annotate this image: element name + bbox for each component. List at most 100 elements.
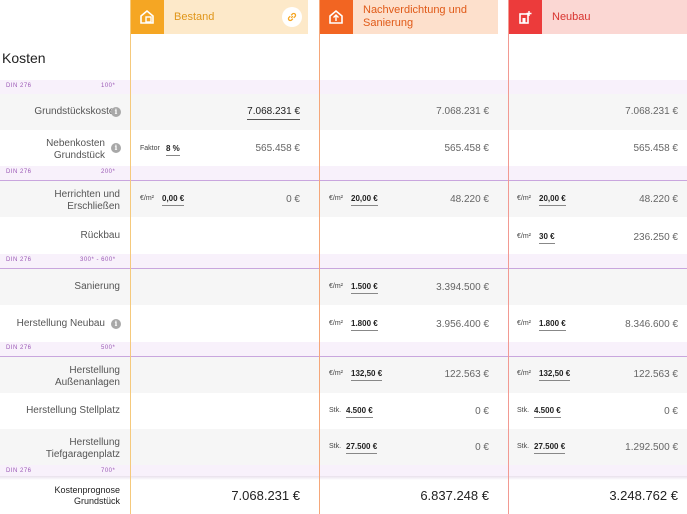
din-code: 300* - 600* [80, 257, 116, 263]
column-title: Nachverdichtung und Sanierung [363, 4, 467, 29]
total-nachverdichtung: 6.837.248 € [420, 488, 489, 503]
unit-label: €/m² [517, 320, 531, 327]
din-label: DIN 276 [6, 257, 32, 263]
table-row [0, 429, 687, 465]
total-neubau: 3.248.762 € [609, 488, 678, 503]
value-neubau: 48.220 € [639, 194, 678, 205]
unit-label: €/m² [517, 370, 531, 377]
din-label: DIN 276 [6, 169, 32, 175]
price-input[interactable]: 132,50 € [539, 369, 571, 381]
row-label-herstellung-neubau: Herstellung Neubau [16, 318, 105, 329]
value-neubau: 7.068.231 € [625, 106, 678, 117]
price-input[interactable]: 30 € [539, 232, 555, 244]
din-band [0, 80, 687, 94]
column-header-nachverdichtung: Nachverdichtung und Sanierung [319, 0, 498, 34]
din-band [0, 465, 687, 479]
house-inventory-icon [130, 0, 164, 34]
row-label-grundstueckskosten: Grundstückskosten [34, 106, 120, 117]
total-bestand: 7.068.231 € [231, 488, 300, 503]
footer-shadow [0, 476, 687, 480]
column-title: Bestand [174, 10, 215, 23]
price-input[interactable]: 20,00 € [351, 194, 378, 206]
info-icon[interactable]: i [111, 319, 121, 329]
row-label-rueckbau: Rückbau [80, 230, 120, 241]
column-header-bestand: Bestand [130, 0, 308, 34]
column-title: Neubau [552, 10, 591, 23]
column-header-neubau: Neubau [508, 0, 687, 34]
column-divider [319, 0, 320, 514]
price-input[interactable]: 4.500 € [534, 406, 561, 418]
value-nachverdichtung: 0 € [475, 406, 489, 417]
value-nachverdichtung: 48.220 € [450, 194, 489, 205]
din-code: 700* [101, 468, 116, 474]
row-label-nebenkosten: Nebenkosten Grundstück [46, 138, 105, 161]
din-code: 200* [101, 169, 116, 175]
row-label-stellplatz: Herstellung Stellplatz [26, 405, 120, 416]
page-title: Kosten [2, 50, 46, 66]
unit-label: Stk. [517, 407, 530, 414]
unit-label: €/m² [140, 195, 154, 202]
link-icon[interactable] [282, 7, 302, 27]
table-row [0, 357, 687, 393]
unit-label: Stk. [329, 407, 342, 414]
din-label: DIN 276 [6, 83, 32, 89]
value-nachverdichtung: 0 € [475, 442, 489, 453]
column-divider [130, 0, 131, 514]
unit-label: €/m² [329, 283, 343, 290]
value-nachverdichtung: 3.394.500 € [436, 282, 489, 293]
value-bestand: 0 € [286, 194, 300, 205]
value-neubau: 236.250 € [633, 232, 679, 243]
unit-label: €/m² [329, 320, 343, 327]
table-row [0, 181, 687, 217]
divider [0, 268, 687, 269]
table-row [0, 269, 687, 305]
value-neubau: 1.292.500 € [625, 442, 678, 453]
price-input[interactable]: 20,00 € [539, 194, 566, 206]
info-icon[interactable]: i [111, 107, 121, 117]
din-band [0, 166, 687, 180]
unit-label: Stk. [329, 443, 342, 450]
din-label: DIN 276 [6, 468, 32, 474]
din-code: 100* [101, 83, 116, 89]
din-band [0, 342, 687, 356]
price-input[interactable]: 1.800 € [351, 319, 378, 331]
row-label-herrichten: Herrichten und Erschließen [54, 189, 120, 212]
unit-label: €/m² [329, 370, 343, 377]
price-input[interactable]: 27.500 € [534, 442, 566, 454]
price-input[interactable]: 1.800 € [539, 319, 566, 331]
price-input[interactable]: 27.500 € [346, 442, 378, 454]
price-input[interactable]: 1.500 € [351, 282, 378, 294]
price-input[interactable]: 132,50 € [351, 369, 383, 381]
value-bestand: 7.068.231 € [200, 106, 300, 120]
row-label-tiefgarage: Herstellung Tiefgaragenplatz [45, 437, 120, 460]
unit-label: €/m² [329, 195, 343, 202]
value-neubau: 122.563 € [633, 369, 679, 380]
value-neubau: 8.346.600 € [625, 319, 678, 330]
unit-label: €/m² [517, 233, 531, 240]
value-nachverdichtung: 565.458 € [444, 143, 490, 154]
house-upload-icon [319, 0, 353, 34]
din-code: 500* [101, 345, 116, 351]
value-bestand: 565.458 € [255, 143, 301, 154]
row-label-aussenanlagen: Herstellung Außenanlagen [54, 365, 120, 388]
factor-input[interactable]: 8 % [166, 144, 180, 156]
info-icon[interactable]: i [111, 143, 121, 153]
price-input[interactable]: 4.500 € [346, 406, 373, 418]
din-label: DIN 276 [6, 345, 32, 351]
row-label-sanierung: Sanierung [74, 281, 120, 292]
value-neubau: 0 € [664, 406, 678, 417]
factor-label: Faktor [140, 145, 160, 152]
unit-label: €/m² [517, 195, 531, 202]
building-new-icon [508, 0, 542, 34]
value-nachverdichtung: 122.563 € [444, 369, 490, 380]
divider [0, 356, 687, 357]
value-nachverdichtung: 7.068.231 € [436, 106, 489, 117]
divider [0, 180, 687, 181]
price-input[interactable]: 0,00 € [162, 194, 185, 206]
footer-label: Kostenprognose Grundstück [54, 485, 120, 506]
din-band [0, 254, 687, 268]
column-divider [508, 0, 509, 514]
value-nachverdichtung: 3.956.400 € [436, 319, 489, 330]
unit-label: Stk. [517, 443, 530, 450]
value-neubau: 565.458 € [633, 143, 679, 154]
